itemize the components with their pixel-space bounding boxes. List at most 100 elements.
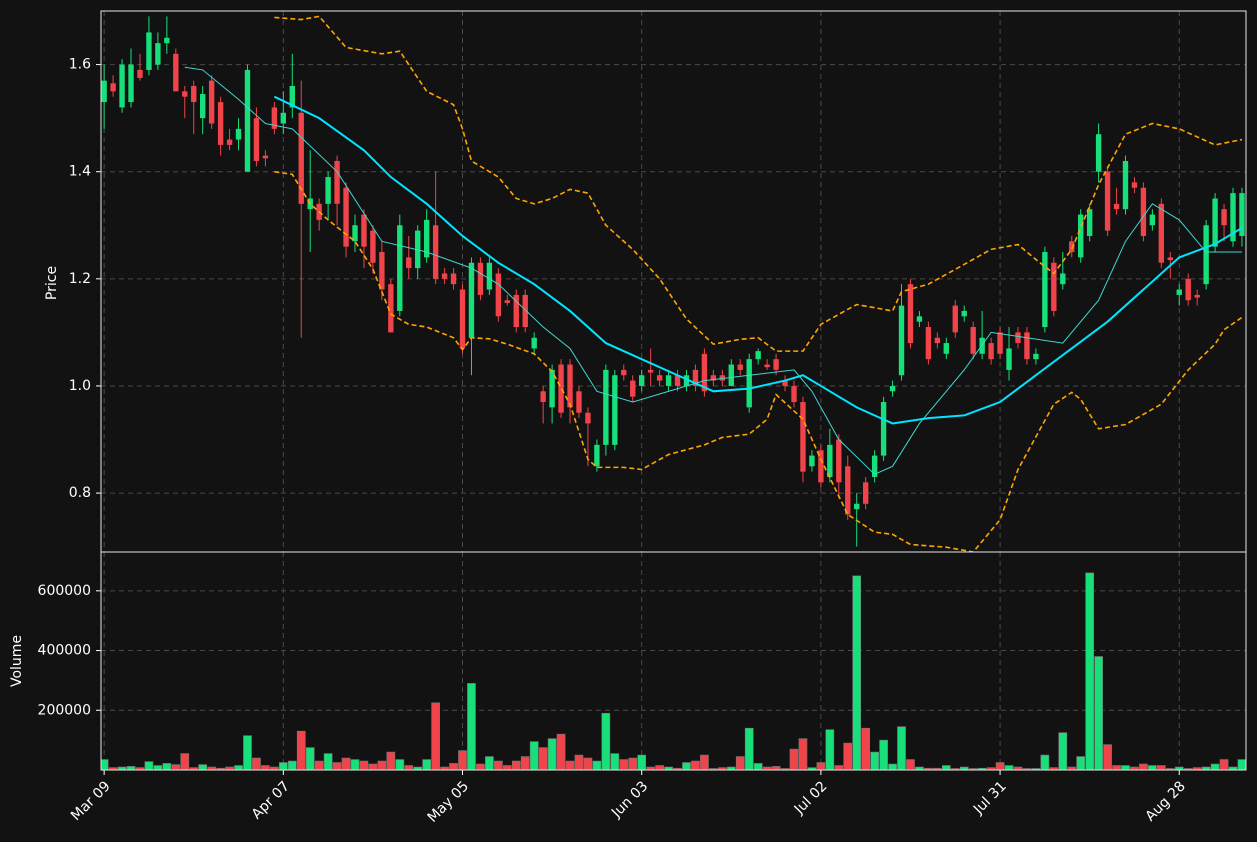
candle-body: [1212, 198, 1218, 247]
candle-body: [1158, 203, 1165, 263]
candle-body: [531, 337, 537, 349]
volume-bar: [234, 765, 243, 770]
volume-bar: [305, 747, 315, 770]
volume-bar: [986, 767, 996, 770]
volume-bar: [350, 759, 360, 770]
volume-bar: [1210, 763, 1220, 770]
candle-body: [576, 391, 582, 413]
line-series: [273, 95, 1243, 425]
y-tick-label: 600000: [38, 583, 91, 599]
volume-bar: [323, 753, 333, 770]
candle-body: [208, 80, 215, 124]
candle-body: [1086, 209, 1093, 236]
candle-body: [1122, 160, 1129, 210]
candle-body: [827, 444, 833, 478]
volume-bar: [180, 753, 190, 770]
candle-body: [379, 252, 385, 290]
volume-bar: [592, 760, 602, 770]
volume-bar: [243, 735, 252, 770]
volume-bar: [108, 767, 118, 770]
y-axis-label: Volume: [9, 635, 25, 687]
line-series: [274, 15, 1243, 352]
y-tick-label: 0.8: [69, 485, 91, 501]
candle-body: [397, 225, 403, 311]
y-tick-label: 400000: [38, 643, 91, 659]
candle-body: [137, 69, 143, 78]
volume-bar: [1148, 765, 1157, 770]
candle-body: [889, 385, 896, 392]
volume-bar: [296, 730, 306, 770]
candle-body: [235, 128, 242, 140]
y-axis-label: Price: [44, 266, 60, 300]
volume-bar: [1219, 759, 1229, 770]
candle-body: [970, 327, 976, 354]
candle-body: [1078, 214, 1084, 258]
volume-bar: [843, 742, 853, 770]
candle-body: [647, 369, 654, 373]
candle-body: [907, 284, 914, 344]
candle-body: [1051, 262, 1057, 311]
candle-body: [621, 369, 627, 376]
candle-body: [1024, 332, 1030, 360]
candle-body: [352, 225, 358, 242]
candle-body: [423, 219, 430, 258]
candle-body: [217, 102, 224, 145]
volume-bar: [1237, 759, 1246, 770]
candle-body: [298, 112, 304, 204]
volume-bar: [1094, 656, 1103, 770]
candle-body: [692, 369, 699, 386]
volume-bar: [171, 764, 181, 770]
volume-bar: [1192, 767, 1202, 770]
candle-body: [540, 391, 546, 403]
volume-bar: [395, 759, 405, 770]
line-series: [274, 170, 1243, 552]
volume-bar: [565, 760, 575, 770]
volume-bar: [655, 765, 664, 770]
y-tick-label: 1.6: [69, 57, 91, 73]
candle-body: [567, 364, 573, 408]
volume-bar: [601, 712, 611, 770]
volume-bar: [485, 756, 494, 770]
volume-bar: [1157, 765, 1166, 770]
volume-bar: [1103, 744, 1112, 770]
volume-bar: [1076, 756, 1086, 770]
candle-body: [665, 375, 672, 386]
candle-body: [1104, 171, 1111, 231]
volume-bar: [816, 762, 826, 770]
candle-body: [522, 294, 528, 328]
x-tick-label: May 05: [425, 778, 473, 826]
candle-body: [603, 369, 609, 445]
candle-body: [1113, 203, 1120, 210]
volume-bar: [153, 765, 163, 770]
y-tick-label: 1.0: [69, 378, 91, 394]
line-series: [184, 66, 1242, 475]
candle-body: [325, 177, 331, 204]
candle-body: [683, 375, 690, 386]
volume-bar: [897, 726, 906, 770]
candle-body: [630, 380, 636, 397]
candle-body: [782, 380, 788, 386]
volume-bar: [520, 756, 530, 770]
volume-bar: [610, 753, 620, 770]
candle-body: [1203, 225, 1209, 285]
y-tick-label: 1.2: [69, 271, 91, 287]
candle-body: [979, 337, 985, 354]
candle-body: [262, 155, 269, 159]
candle-body: [388, 284, 394, 333]
candle-body: [164, 37, 170, 44]
candle-body: [146, 32, 152, 70]
candle-body: [1239, 193, 1245, 236]
volume-bar: [386, 751, 396, 770]
volume-bar: [825, 729, 835, 770]
volume-bar: [628, 757, 638, 770]
volume-bar: [753, 763, 763, 770]
volume-bar: [583, 757, 593, 770]
candle-body: [880, 402, 887, 456]
candle-body: [809, 455, 815, 467]
volume-bar: [798, 738, 808, 770]
volume-bar: [619, 759, 629, 770]
candle-body: [701, 353, 708, 392]
candle-body: [1069, 241, 1075, 253]
